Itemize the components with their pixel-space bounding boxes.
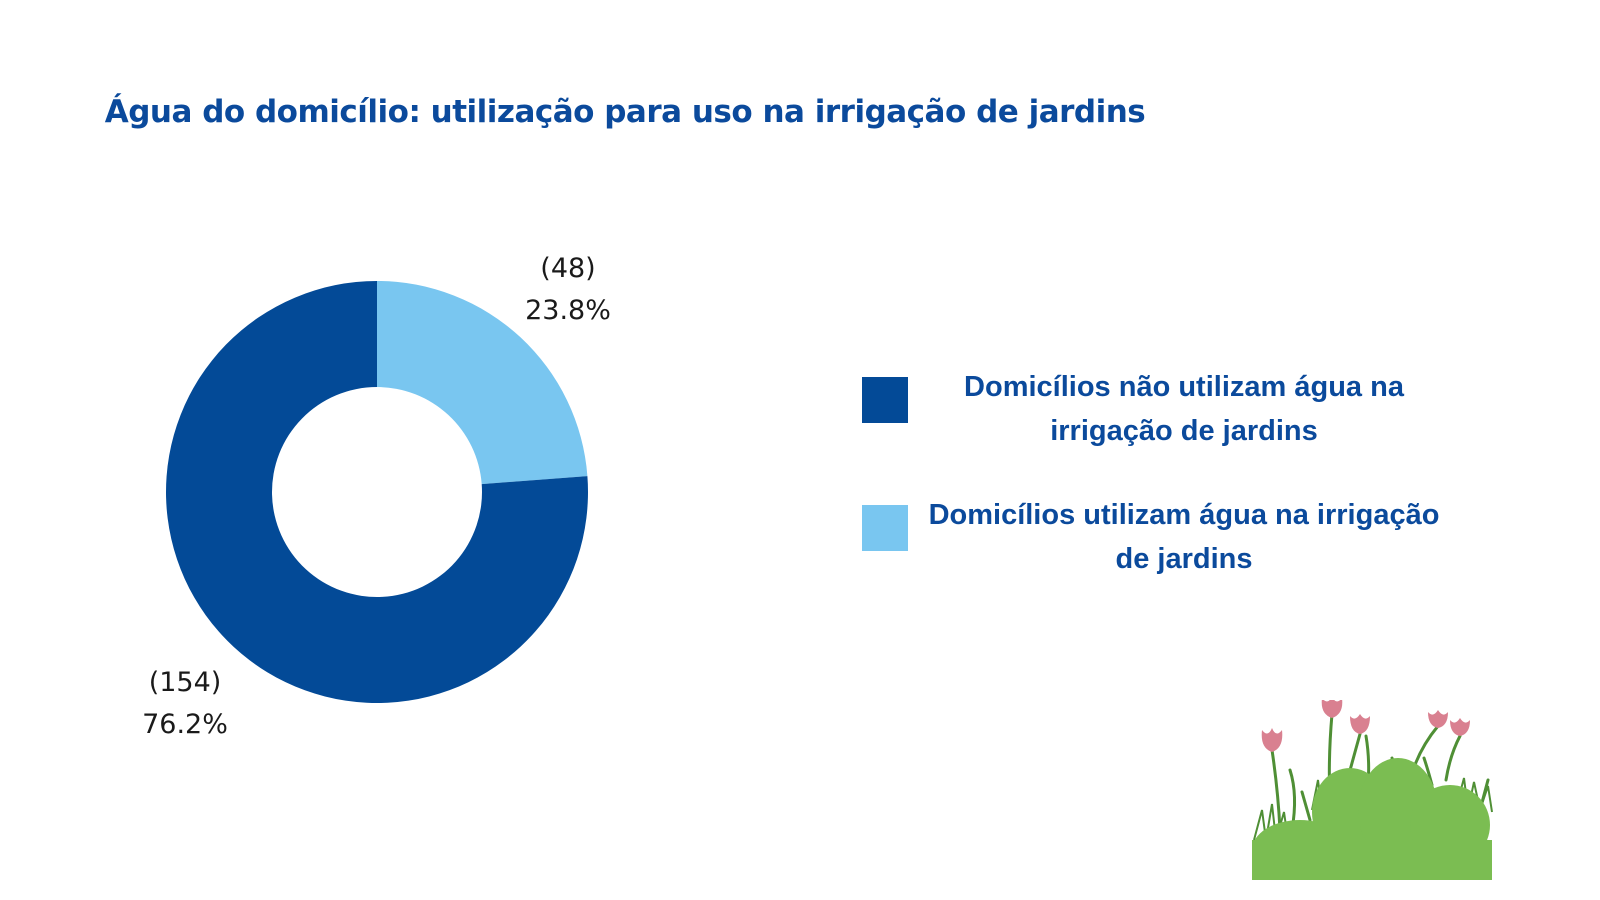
- slice-nao-utilizam: [166, 281, 588, 704]
- donut-slices: [166, 281, 588, 704]
- legend-label-utilizam: Domicílios utilizam água na irrigação de…: [928, 499, 1440, 575]
- legend-label-nao-utilizam: Domicílios não utilizam água na irrigaçã…: [964, 371, 1404, 447]
- chart-legend: Domicílios não utilizam água na irrigaçã…: [862, 365, 1462, 621]
- legend-swatch-nao-utilizam: [862, 377, 908, 423]
- slice-percent-utilizam: 23.8%: [525, 295, 611, 326]
- legend-item-nao-utilizam: Domicílios não utilizam água na irrigaçã…: [862, 365, 1462, 493]
- slice-label-utilizam: (48) 23.8%: [498, 248, 638, 332]
- chart-title: Água do domicílio: utilização para uso n…: [104, 94, 1146, 130]
- legend-item-utilizam: Domicílios utilizam água na irrigação de…: [862, 493, 1462, 621]
- garden-flowers-icon: [1252, 700, 1493, 880]
- slice-percent-nao-utilizam: 76.2%: [142, 709, 228, 740]
- slice-label-nao-utilizam: (154) 76.2%: [115, 662, 255, 746]
- slice-utilizam: [377, 281, 588, 485]
- legend-swatch-utilizam: [862, 505, 908, 551]
- donut-chart: [166, 281, 588, 704]
- slice-count-nao-utilizam: (154): [148, 667, 222, 698]
- slice-count-utilizam: (48): [540, 253, 596, 284]
